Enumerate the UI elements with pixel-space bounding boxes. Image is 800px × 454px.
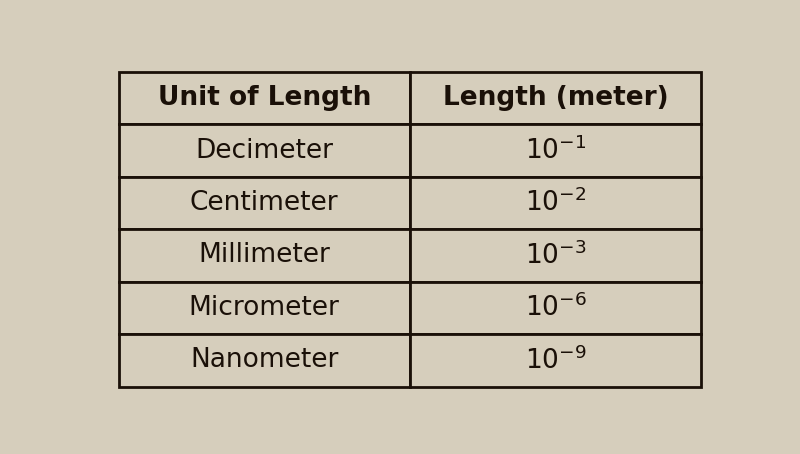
Bar	[118, 229, 410, 281]
Text: Millimeter: Millimeter	[198, 242, 330, 268]
Bar	[118, 281, 410, 334]
Bar	[410, 281, 702, 334]
Bar	[118, 334, 410, 387]
Bar	[410, 334, 702, 387]
Text: Centimeter: Centimeter	[190, 190, 338, 216]
Bar	[118, 72, 410, 124]
Bar	[118, 177, 410, 229]
Text: $10^{-2}$: $10^{-2}$	[525, 189, 586, 217]
Bar	[410, 124, 702, 177]
Text: $10^{-1}$: $10^{-1}$	[525, 136, 586, 165]
Bar	[410, 72, 702, 124]
Text: Nanometer: Nanometer	[190, 347, 338, 373]
Text: Unit of Length: Unit of Length	[158, 85, 371, 111]
Bar	[410, 177, 702, 229]
Bar	[410, 229, 702, 281]
Bar	[118, 124, 410, 177]
Text: Length (meter): Length (meter)	[443, 85, 669, 111]
Text: $10^{-6}$: $10^{-6}$	[525, 294, 586, 322]
Text: Decimeter: Decimeter	[195, 138, 334, 163]
Text: $10^{-3}$: $10^{-3}$	[525, 241, 586, 270]
Text: $10^{-9}$: $10^{-9}$	[525, 346, 586, 375]
Text: Micrometer: Micrometer	[189, 295, 340, 321]
